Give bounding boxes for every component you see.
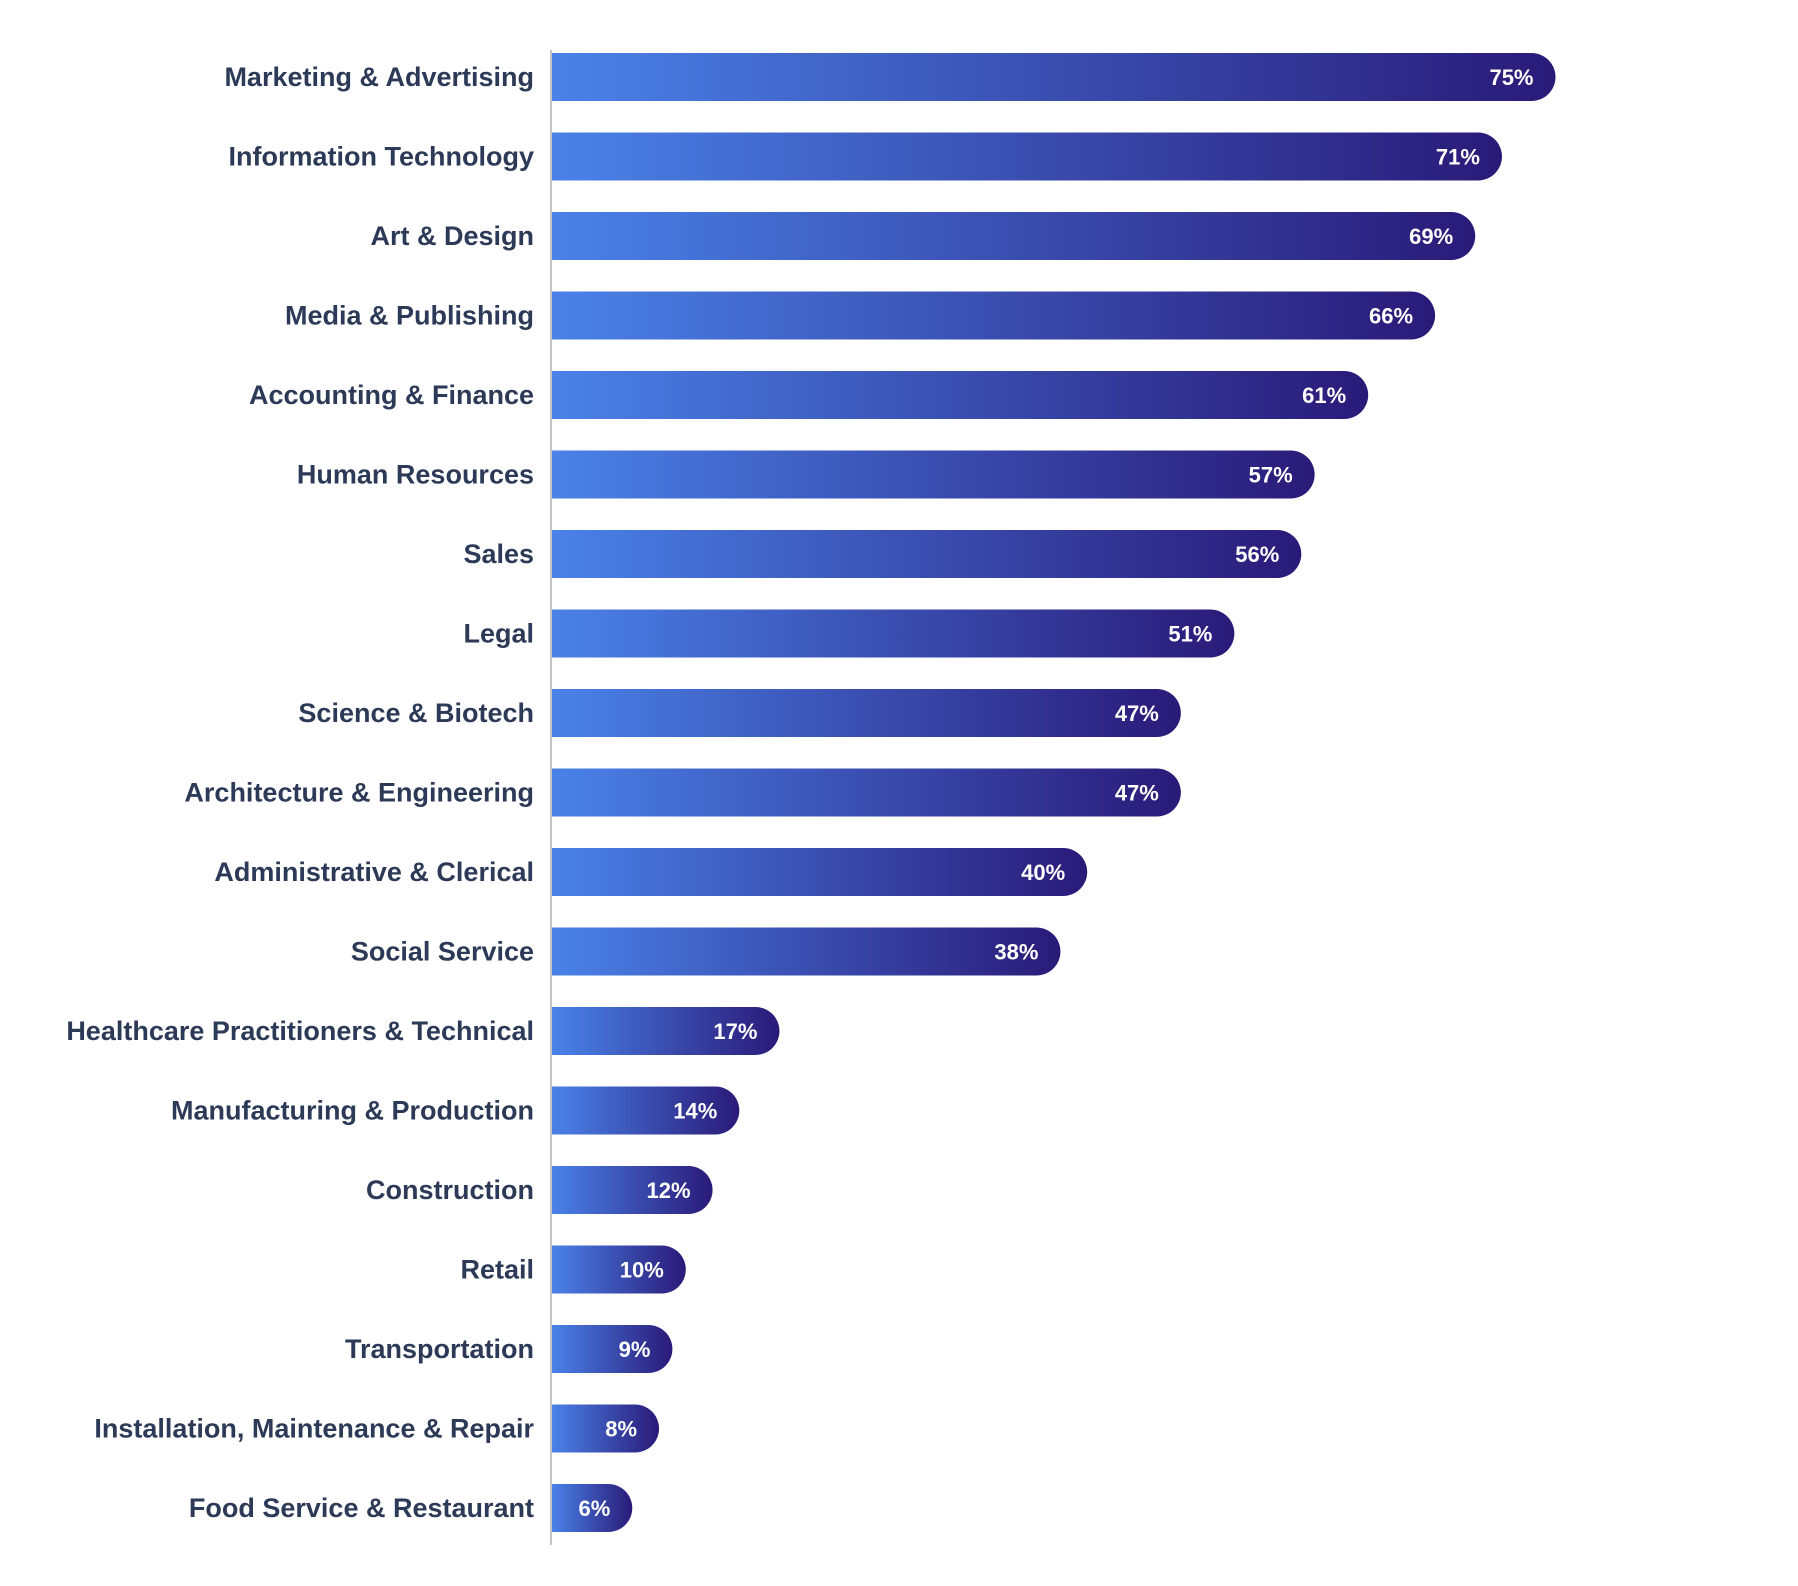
bar-administrative-and-clerical xyxy=(552,848,1088,897)
value-label-science-and-biotech: 47% xyxy=(1115,701,1159,726)
bar-accounting-and-finance xyxy=(552,371,1369,419)
value-label-legal: 51% xyxy=(1168,622,1212,647)
category-label-science-and-biotech: Science & Biotech xyxy=(298,698,534,728)
value-label-human-resources: 57% xyxy=(1249,463,1293,488)
category-label-information-technology: Information Technology xyxy=(229,142,535,172)
value-label-architecture-and-engineering: 47% xyxy=(1115,781,1159,806)
bar-retail xyxy=(552,1245,686,1294)
category-label-marketing-and-advertising: Marketing & Advertising xyxy=(224,62,534,92)
bar-marketing-and-advertising xyxy=(552,53,1556,101)
value-label-healthcare-practitioners-and-technical: 17% xyxy=(713,1019,757,1044)
category-label-manufacturing-and-production: Manufacturing & Production xyxy=(171,1096,534,1126)
bar-social-service xyxy=(552,927,1061,976)
bar-art-and-design xyxy=(552,212,1476,260)
value-label-food-service-and-restaurant: 6% xyxy=(578,1496,610,1521)
bars-group: 75% 71% 69% 66% 61% 57% 56% 51% 47% 47% 40% 38% 17% 1… xyxy=(552,53,1556,1532)
bar-information-technology xyxy=(552,132,1502,181)
value-label-sales: 56% xyxy=(1235,542,1279,567)
category-label-accounting-and-finance: Accounting & Finance xyxy=(249,380,534,410)
bar-food-service-and-restaurant xyxy=(552,1484,633,1532)
value-label-information-technology: 71% xyxy=(1436,145,1480,170)
category-label-construction: Construction xyxy=(366,1175,534,1205)
value-label-marketing-and-advertising: 75% xyxy=(1489,65,1533,90)
bar-sales xyxy=(552,530,1302,578)
bar-manufacturing-and-production xyxy=(552,1086,740,1135)
category-label-art-and-design: Art & Design xyxy=(370,221,534,251)
bar-installation-maintenance-and-repair xyxy=(552,1404,660,1453)
category-label-sales: Sales xyxy=(463,539,534,569)
category-label-food-service-and-restaurant: Food Service & Restaurant xyxy=(189,1493,534,1523)
bar-architecture-and-engineering xyxy=(552,768,1181,817)
category-label-human-resources: Human Resources xyxy=(297,460,534,490)
value-label-social-service: 38% xyxy=(994,940,1038,965)
category-label-media-and-publishing: Media & Publishing xyxy=(285,301,534,331)
category-label-healthcare-practitioners-and-technical: Healthcare Practitioners & Technical xyxy=(66,1016,534,1046)
category-label-legal: Legal xyxy=(463,619,534,649)
bar-construction xyxy=(552,1166,713,1214)
category-label-architecture-and-engineering: Architecture & Engineering xyxy=(184,778,534,808)
bar-media-and-publishing xyxy=(552,291,1436,340)
bar-science-and-biotech xyxy=(552,689,1181,737)
category-label-retail: Retail xyxy=(460,1255,534,1285)
bar-healthcare-practitioners-and-technical xyxy=(552,1007,780,1055)
category-label-transportation: Transportation xyxy=(345,1334,534,1364)
bar-human-resources xyxy=(552,450,1315,499)
value-label-manufacturing-and-production: 14% xyxy=(673,1099,717,1124)
bar-legal xyxy=(552,609,1235,658)
value-label-retail: 10% xyxy=(620,1258,664,1283)
value-label-construction: 12% xyxy=(647,1178,691,1203)
value-label-installation-maintenance-and-repair: 8% xyxy=(605,1417,637,1442)
category-label-installation-maintenance-and-repair: Installation, Maintenance & Repair xyxy=(94,1414,534,1444)
category-labels-group: Marketing & Advertising Information Techn… xyxy=(66,62,534,1523)
category-label-social-service: Social Service xyxy=(351,937,534,967)
value-label-accounting-and-finance: 61% xyxy=(1302,383,1346,408)
bar-transportation xyxy=(552,1325,673,1373)
value-label-media-and-publishing: 66% xyxy=(1369,304,1413,329)
value-label-administrative-and-clerical: 40% xyxy=(1021,860,1065,885)
value-label-transportation: 9% xyxy=(619,1337,651,1362)
value-label-art-and-design: 69% xyxy=(1409,224,1453,249)
category-label-administrative-and-clerical: Administrative & Clerical xyxy=(214,857,534,887)
